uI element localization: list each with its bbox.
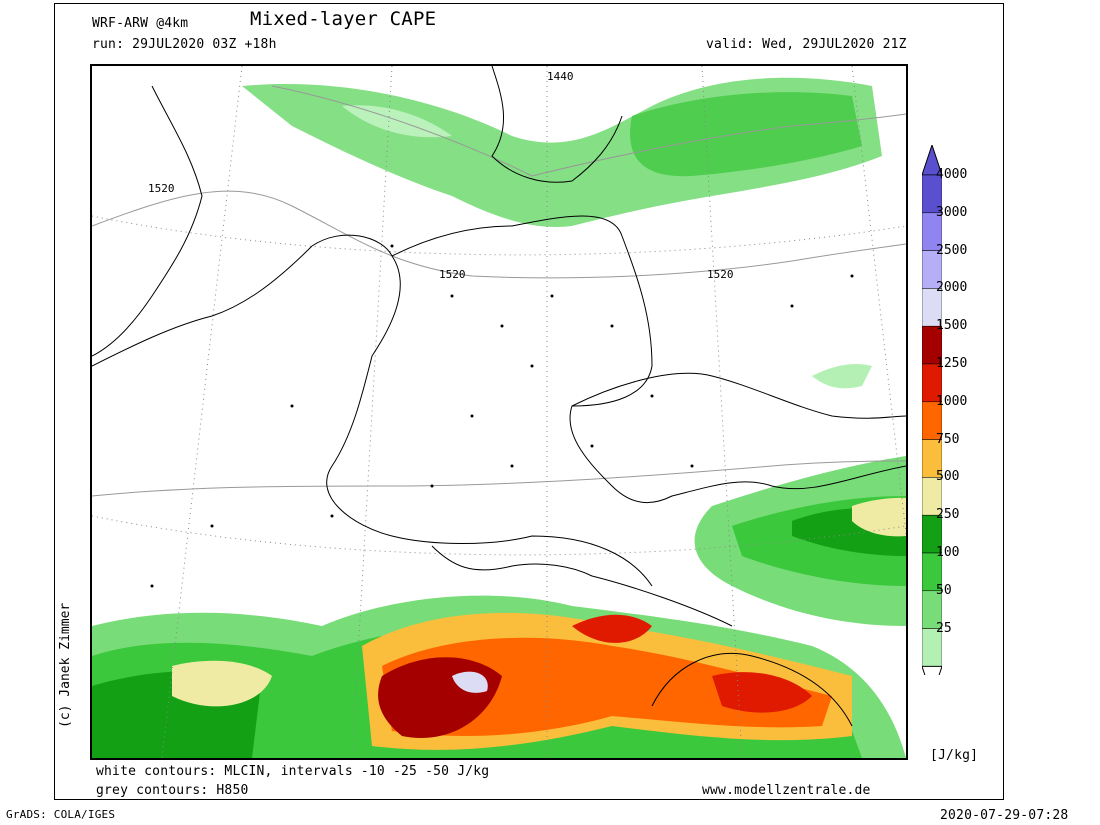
footer-line2: grey contours: H850 (96, 783, 249, 798)
map-title: Mixed-layer CAPE (250, 8, 437, 30)
cape-field-south (92, 595, 906, 758)
legend-tick-label: 2500 (936, 242, 968, 258)
country-borders (92, 66, 906, 727)
model-label: WRF-ARW @4km (92, 16, 189, 31)
map-canvas: 1440 1520 1520 1520 (92, 66, 906, 758)
legend-tick-label: 500 (936, 469, 960, 485)
website-label: www.modellzentrale.de (702, 783, 871, 798)
legend-tick-label: 1250 (936, 356, 968, 371)
grads-label: GrADS: COLA/IGES (6, 808, 116, 821)
plot-frame (54, 3, 1004, 800)
run-label: run: 29JUL2020 03Z +18h (92, 37, 277, 52)
contour-label: 1520 (439, 268, 466, 281)
legend-tick-label: 3000 (936, 204, 968, 220)
color-legend: 4000 3000 2500 2000 1500 1250 1000 750 500 250 100… (922, 145, 982, 675)
cape-field-east (694, 364, 906, 626)
cape-map: 1440 1520 1520 1520 (90, 64, 908, 760)
legend-colorbar (922, 145, 942, 675)
contour-label: 1520 (707, 268, 734, 281)
valid-label: valid: Wed, 29JUL2020 21Z (706, 37, 907, 52)
footer-line1: white contours: MLCIN, intervals -10 -25… (96, 764, 490, 779)
city-markers (150, 244, 854, 588)
legend-tick-label: 4000 (936, 167, 968, 182)
colorbar-bottom-arrow (922, 665, 942, 675)
legend-tick-label: 1500 (936, 318, 968, 334)
legend-tick-label: 25 (936, 620, 952, 636)
legend-tick-label: 2000 (936, 280, 968, 296)
legend-tick-label: 250 (936, 507, 960, 523)
cape-field-north (242, 77, 882, 227)
contour-label: 1520 (148, 182, 175, 195)
legend-tick-label: 100 (936, 545, 960, 560)
legend-tick-label: 750 (936, 431, 960, 447)
legend-unit: [J/kg] (930, 748, 979, 763)
author-credit: (c) Janek Zimmer (58, 602, 73, 728)
contour-label: 1440 (547, 70, 574, 83)
h850-contours (92, 85, 906, 497)
timestamp-label: 2020-07-29-07:28 (940, 808, 1069, 823)
legend-tick-label: 1000 (936, 393, 968, 409)
legend-tick-label: 50 (936, 582, 952, 598)
